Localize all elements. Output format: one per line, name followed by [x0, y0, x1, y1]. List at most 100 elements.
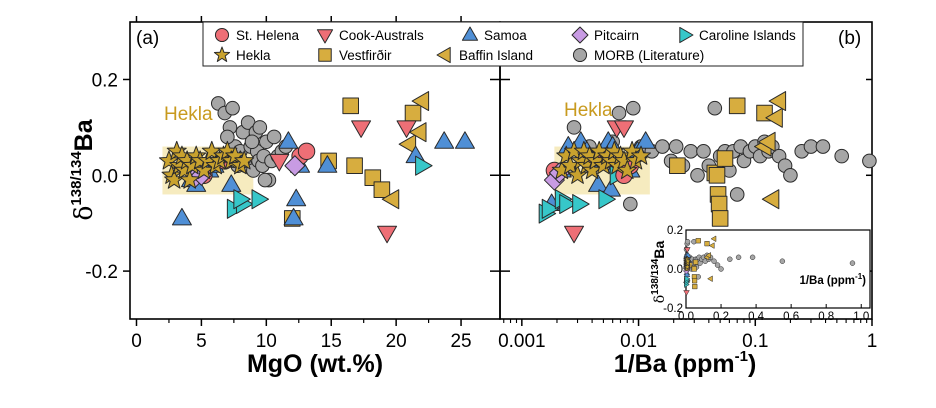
x-tick-label: 0.001: [498, 331, 546, 352]
legend-marker-samoa: [461, 26, 479, 41]
data-point-morb-literature: [625, 100, 641, 116]
data-point-morb-literature: [252, 120, 268, 135]
data-point-caroline-islands: [415, 155, 433, 176]
data-point-samoa: [283, 207, 304, 226]
data-point-samoa: [286, 188, 307, 207]
data-point-vestfir-ir: [404, 104, 422, 122]
legend-entry-cook-australs: Cook-Australs: [316, 28, 424, 44]
data-point-hekla: [179, 169, 200, 189]
hekla-annotation-a: Hekla: [164, 104, 213, 125]
data-point-baffin-island: [761, 189, 780, 210]
data-point-morb-literature: [244, 134, 260, 150]
data-point-samoa: [317, 155, 338, 173]
inset-point-cook-australs: [684, 247, 691, 253]
inset-point-cook-australs: [683, 290, 690, 296]
data-point-cook-australs: [351, 120, 372, 138]
data-point-baffin-island: [381, 189, 400, 210]
inset-x-tick-label: 0.6: [783, 311, 799, 323]
x-tick-label: 0.1: [742, 331, 768, 352]
legend-entry-st-helena: St. Helena: [214, 27, 300, 43]
y-axis-title-prefix: δ: [69, 206, 98, 221]
data-point-vestfir-ir: [728, 97, 746, 115]
legend-marker-caroline-islands: [679, 26, 694, 44]
inset-frame: [685, 229, 871, 309]
inset-point-vestfir-ir: [691, 266, 697, 272]
data-point-morb-literature: [668, 139, 684, 154]
data-point-samoa: [278, 131, 299, 149]
inset-x-tick-label: 0.8: [818, 311, 834, 323]
legend-entry-hekla: Hekla: [213, 46, 271, 63]
x-axis-title-a: MgO (wt.%): [247, 350, 383, 378]
inset-x-title-sup: -1: [855, 272, 863, 281]
data-point-morb-literature: [623, 196, 638, 212]
data-point-vestfir-ir: [346, 157, 363, 175]
data-point-baffin-island: [398, 134, 417, 155]
data-point-morb-literature: [707, 100, 723, 116]
data-point-vestfir-ir: [669, 157, 686, 175]
legend-marker-hekla: [213, 46, 231, 62]
inset-y-tick-label: 0.2: [667, 225, 683, 237]
legend-label-hekla: Hekla: [236, 48, 271, 63]
inset-point-vestfir-ir: [704, 241, 710, 247]
data-point-caroline-islands: [251, 189, 270, 210]
inset-points: [683, 235, 856, 296]
inset-point-hekla: [684, 257, 691, 264]
x-axis-title-b: 1/Ba (ppm-1): [614, 348, 757, 378]
legend-label-st-helena: St. Helena: [236, 28, 300, 43]
x-tick-label: 15: [321, 331, 342, 352]
data-point-morb-literature: [611, 105, 627, 121]
data-point-morb-literature: [696, 144, 711, 159]
data-point-morb-literature: [815, 139, 831, 154]
panel-b-label: (b): [838, 28, 861, 49]
y-tick-label: -0.2: [85, 262, 118, 283]
legend-marker-baffin-island: [436, 46, 451, 64]
series-baffin-island: [381, 91, 430, 210]
data-point-vestfir-ir: [708, 166, 726, 184]
x-tick-label: 25: [450, 331, 471, 352]
data-point-morb-literature: [783, 167, 798, 183]
panel-a-y-ticks: -0.2 0.0 0.2: [85, 70, 872, 283]
data-point-morb-literature: [257, 172, 273, 188]
y-tick-label: 0.0: [92, 166, 118, 187]
series-hekla: [158, 140, 255, 189]
legend-label-pitcairn: Pitcairn: [594, 28, 639, 43]
legend-entry-samoa: Samoa: [461, 26, 527, 43]
data-point-hekla: [617, 160, 638, 180]
data-point-samoa: [171, 207, 192, 226]
data-point-morb-literature: [225, 100, 240, 116]
legend-label-baffin-island: Baffin Island: [459, 48, 533, 63]
y-axis-title-main: Ba: [70, 118, 98, 151]
data-point-cook-australs: [396, 120, 417, 138]
inset-y-tick-label: 0.0: [667, 264, 683, 276]
panel-a-label: (a): [136, 28, 159, 49]
data-point-vestfir-ir: [342, 97, 360, 115]
inset-point-morb-literature: [779, 258, 786, 264]
y-tick-label: 0.2: [92, 70, 118, 91]
inset-point-baffin-island: [705, 252, 711, 259]
inset-x-title-main: 1/Ba (ppm: [799, 275, 855, 287]
data-point-baffin-island: [411, 91, 430, 112]
legend-box: [202, 21, 804, 67]
inset-y-title-main: Ba: [651, 241, 667, 259]
inset-y-tick-label: -0.2: [663, 303, 683, 315]
data-point-cook-australs: [269, 153, 290, 172]
inset-x-tick-label: 0.4: [748, 311, 765, 323]
data-point-morb-literature: [834, 148, 849, 164]
data-point-hekla: [234, 150, 255, 170]
inset-point-baffin-island: [707, 275, 713, 282]
inset-point-baffin-island: [710, 235, 717, 242]
inset-point-vestfir-ir: [692, 283, 698, 290]
legend-label-caroline-islands: Caroline Islands: [699, 28, 796, 43]
legend-marker-morb-literature: [572, 47, 588, 63]
inset-point-vestfir-ir: [693, 259, 699, 265]
panel-b-x-ticks: 0.001 0.01 0.1 1: [498, 319, 877, 352]
legend-label-vestfir-ir: Vestfirðir: [339, 48, 392, 63]
series-baffin-island: [754, 91, 787, 210]
legend-marker-vestfir-ir: [318, 48, 332, 62]
x-tick-label: 0: [131, 331, 142, 352]
data-point-morb-literature: [566, 120, 582, 135]
inset-point-morb-literature: [735, 254, 742, 261]
data-point-pitcairn: [284, 155, 306, 177]
data-point-hekla: [225, 145, 246, 165]
data-point-morb-literature: [729, 187, 745, 202]
